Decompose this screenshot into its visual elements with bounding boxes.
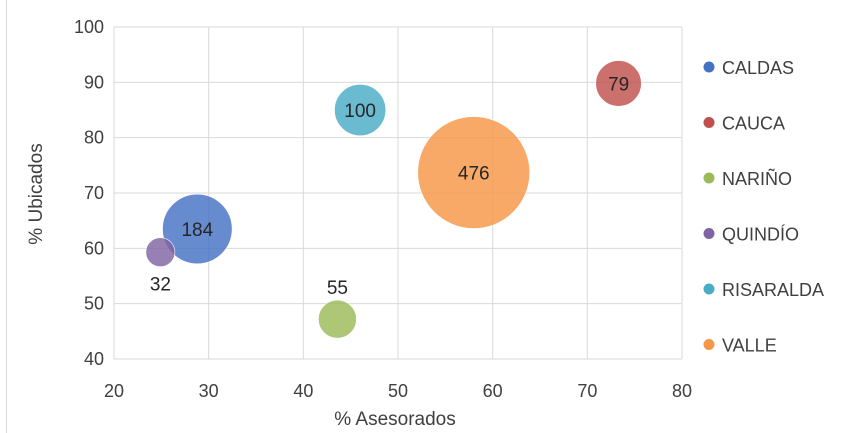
legend-label-risaralda: RISARALDA — [722, 280, 824, 300]
x-tick-label: 50 — [388, 381, 408, 401]
legend-label-valle: VALLE — [722, 336, 777, 356]
bubble-risaralda — [334, 84, 387, 136]
bubble-nariño — [318, 299, 357, 339]
legend-marker-cauca — [703, 117, 715, 128]
legend: CALDAS CAUCA NARIÑO QUINDÍO RISARALDA VALLE — [703, 58, 824, 356]
y-tick-label: 100 — [74, 17, 104, 37]
left-border-line — [6, 0, 7, 433]
y-tick-label: 50 — [84, 294, 104, 314]
legend-label-caldas: CALDAS — [722, 58, 794, 78]
grid-layer — [113, 26, 683, 360]
x-tick-label: 80 — [672, 381, 692, 401]
legend-label-nariño: NARIÑO — [722, 168, 792, 189]
x-tick-label: 60 — [483, 381, 503, 401]
bubble-layer — [145, 60, 642, 339]
data-label-quindío: 32 — [150, 275, 171, 296]
x-tick-label: 70 — [577, 381, 597, 401]
y-tick-label: 90 — [84, 72, 104, 92]
y-tick-label: 60 — [84, 238, 104, 258]
legend-label-cauca: CAUCA — [722, 114, 785, 134]
legend-label-quindío: QUINDÍO — [722, 225, 799, 245]
y-tick-label: 80 — [84, 128, 104, 148]
bubble-cauca — [595, 60, 642, 107]
y-tick-label: 40 — [84, 349, 104, 369]
x-tick-label: 20 — [104, 381, 124, 401]
bubble-caldas — [162, 193, 233, 265]
tick-label-layer: 20 30 40 50 60 70 80 40 50 60 70 80 90 100 — [74, 17, 692, 401]
data-label-risaralda: 100 — [344, 101, 376, 122]
legend-marker-valle — [703, 339, 715, 350]
legend-marker-caldas — [703, 61, 715, 73]
legend-marker-quindío — [703, 228, 715, 239]
x-axis-title: % Asesorados — [334, 409, 455, 430]
data-label-valle: 476 — [458, 164, 490, 185]
data-label-cauca: 79 — [608, 74, 629, 95]
data-label-layer: 184 79 55 32 100 476 — [150, 74, 629, 299]
legend-marker-risaralda — [703, 283, 715, 295]
y-axis-title: % Ubicados — [26, 143, 47, 244]
y-tick-label: 70 — [84, 183, 104, 203]
x-tick-label: 30 — [199, 381, 219, 401]
bubble-quindío — [145, 237, 176, 268]
data-label-nariño: 55 — [327, 278, 348, 299]
legend-marker-nariño — [703, 172, 715, 184]
x-tick-label: 40 — [293, 381, 313, 401]
bubble-valle — [417, 116, 531, 229]
data-label-caldas: 184 — [181, 220, 213, 241]
